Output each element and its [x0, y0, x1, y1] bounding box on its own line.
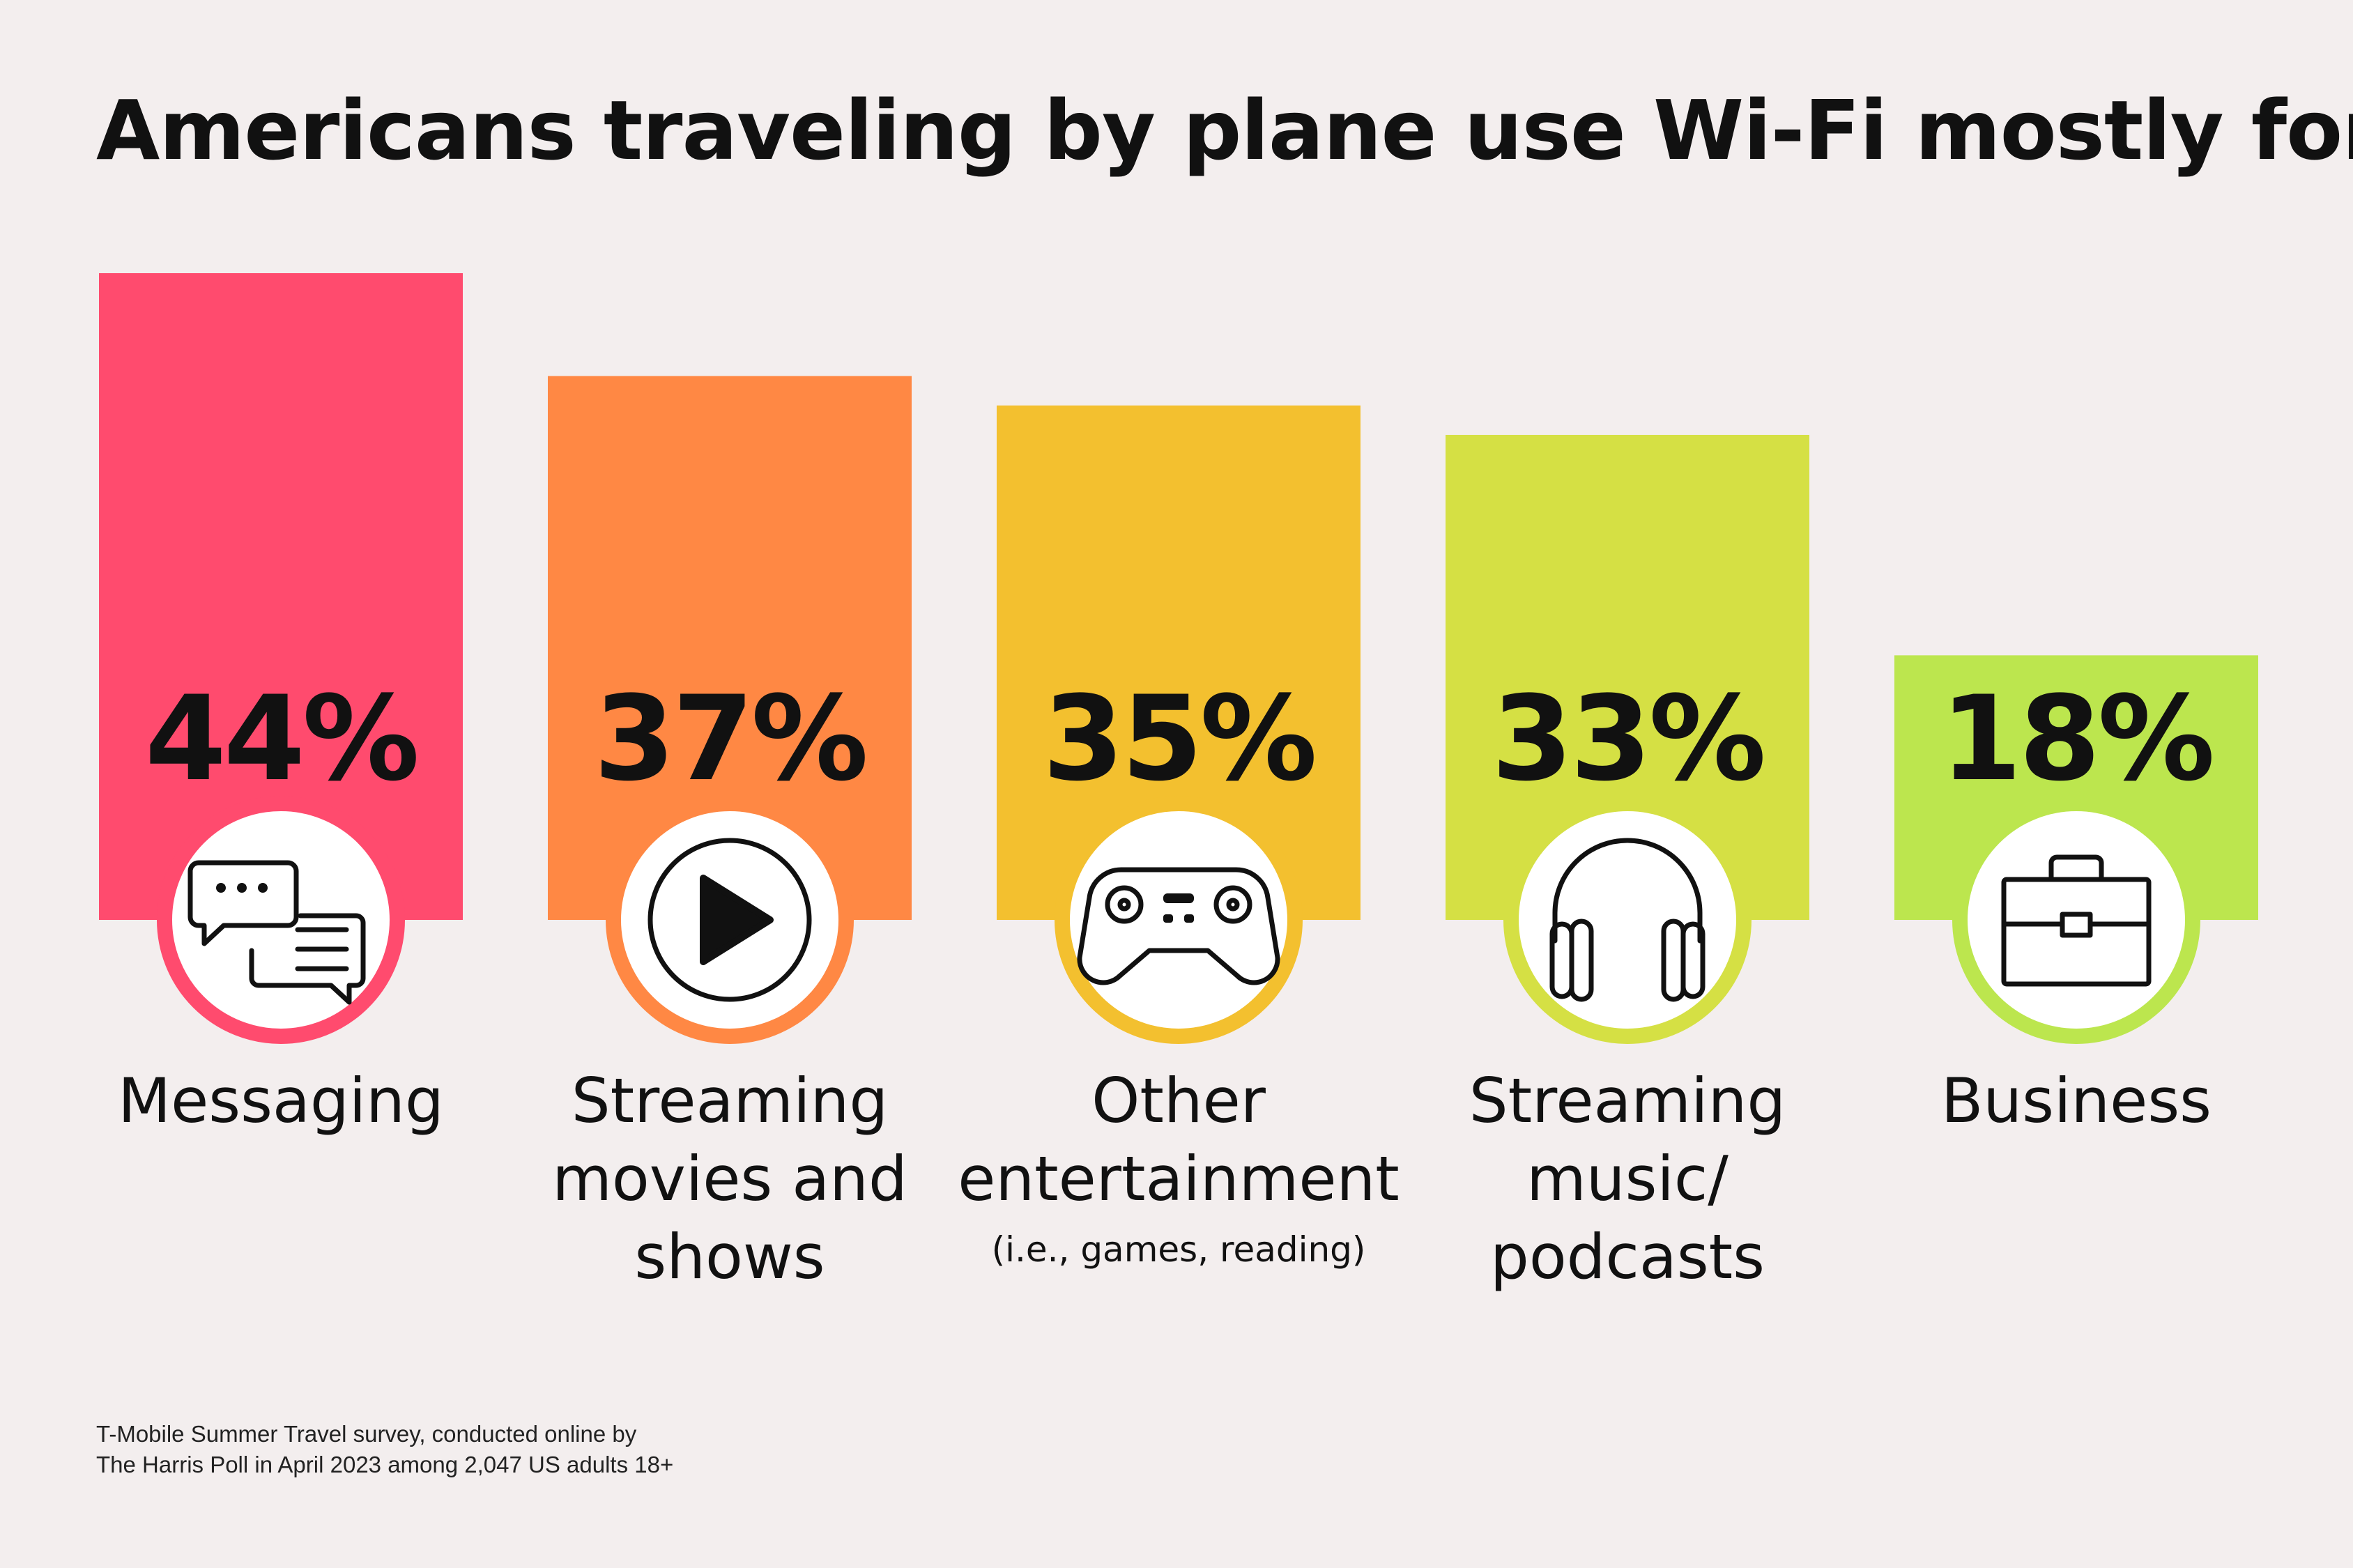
- category-sublabel-2: (i.e., games, reading): [992, 1229, 1366, 1270]
- category-label-1-line-2: shows: [634, 1221, 825, 1293]
- value-label-3: 33%: [1492, 670, 1763, 807]
- gamepad-icon: [1077, 867, 1280, 985]
- chat-icon: [187, 860, 366, 1005]
- briefcase-icon: [2001, 854, 2152, 987]
- value-label-2: 35%: [1043, 670, 1315, 807]
- value-label-4: 18%: [1940, 670, 2212, 807]
- source-line-2: The Harris Poll in April 2023 among 2,04…: [96, 1452, 674, 1477]
- category-label-4-line-0: Business: [1941, 1065, 2212, 1137]
- headphones-icon: [1549, 838, 1706, 1002]
- category-label-3-line-2: podcasts: [1490, 1221, 1765, 1293]
- category-label-2-line-1: entertainment: [958, 1143, 1400, 1215]
- icon-badge-2: [1055, 796, 1303, 1044]
- category-label-2-line-0: Other: [1091, 1065, 1266, 1137]
- source-line-1: T-Mobile Summer Travel survey, conducted…: [96, 1421, 637, 1447]
- value-label-0: 44%: [145, 670, 417, 807]
- play-icon: [647, 838, 812, 1002]
- value-label-1: 37%: [594, 670, 866, 807]
- icon-badge-4: [1952, 796, 2200, 1044]
- category-label-3-line-1: music/: [1526, 1143, 1729, 1215]
- category-label-1-line-1: movies and: [552, 1143, 907, 1215]
- category-label-1-line-0: Streaming: [572, 1065, 888, 1137]
- category-label-0-line-0: Messaging: [118, 1065, 444, 1137]
- source-note: T-Mobile Summer Travel survey, conducted…: [96, 1419, 673, 1480]
- chart-title: Americans traveling by plane use Wi-Fi m…: [96, 82, 2353, 178]
- category-label-3-line-0: Streaming: [1469, 1065, 1786, 1137]
